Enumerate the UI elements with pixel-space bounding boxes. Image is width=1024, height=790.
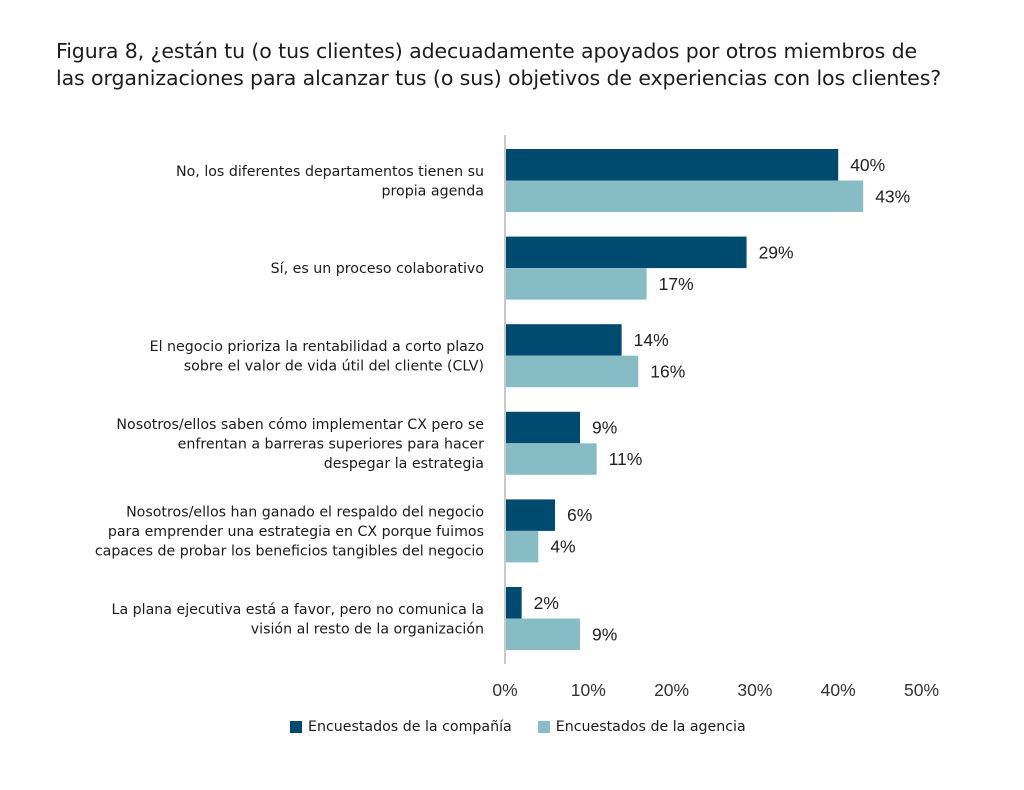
x-tick-label-30: 30% — [737, 680, 772, 700]
category-labels: No, los diferentes departamentos tienen … — [95, 164, 484, 638]
value-label-company-1: 29% — [759, 242, 794, 262]
category-label-2-line-1: sobre el valor de vida útil del cliente … — [184, 358, 484, 374]
bar-company-4 — [505, 499, 555, 531]
bar-agency-1 — [505, 268, 647, 300]
legend-label-company: Encuestados de la compañía — [308, 719, 512, 735]
value-label-company-3: 9% — [592, 418, 617, 438]
category-label-5-line-0: La plana ejecutiva está a favor, pero no… — [112, 602, 484, 618]
value-label-agency-2: 16% — [650, 361, 685, 381]
value-label-company-4: 6% — [567, 505, 592, 525]
value-label-company-0: 40% — [850, 155, 885, 175]
value-label-agency-1: 17% — [659, 274, 694, 294]
bar-agency-2 — [505, 355, 639, 388]
legend-label-agency: Encuestados de la agencia — [555, 719, 746, 735]
legend-item-agency: Encuestados de la agencia — [537, 719, 746, 735]
bars-group — [505, 149, 864, 650]
legend-swatch-company — [290, 721, 302, 733]
bar-agency-4 — [505, 530, 539, 563]
category-label-3-line-0: Nosotros/ellos saben cómo implementar CX… — [116, 417, 484, 433]
bar-agency-5 — [505, 618, 580, 650]
bar-company-5 — [505, 587, 522, 619]
bar-agency-0 — [505, 180, 864, 212]
value-label-company-2: 14% — [634, 330, 669, 350]
x-tick-label-0: 0% — [492, 680, 517, 700]
chart-title-line-1: Figura 8, ¿están tu (o tus clientes) ade… — [56, 39, 917, 63]
bar-agency-3 — [505, 443, 597, 475]
category-label-5-line-1: visión al resto de la organización — [251, 621, 484, 637]
category-label-1-line-0: Sí, es un proceso colaborativo — [271, 261, 484, 277]
value-label-agency-5: 9% — [592, 624, 617, 644]
x-tick-label-50: 50% — [904, 680, 939, 700]
value-label-company-5: 2% — [534, 593, 559, 613]
category-label-3-line-1: enfrentan a barreras superiores para hac… — [178, 436, 485, 452]
category-label-4-line-2: capaces de probar los beneficios tangibl… — [95, 543, 484, 559]
value-labels: 40% 43% 29% 17% 14% 16% 9% 11% 6% 4% 2% 9% — [534, 155, 911, 645]
bar-company-2 — [505, 324, 622, 356]
x-axis-ticks: 0% 10% 20% 30% 40% 50% — [492, 680, 939, 700]
chart-title-line-2: las organizaciones para alcanzar tus (o … — [56, 66, 942, 90]
category-label-2-line-0: El negocio prioriza la rentabilidad a co… — [150, 339, 484, 355]
legend-swatch-agency — [537, 721, 550, 733]
bar-company-0 — [505, 149, 839, 181]
bar-company-3 — [505, 411, 580, 444]
category-label-0-line-0: No, los diferentes departamentos tienen … — [176, 164, 484, 180]
category-label-4-line-0: Nosotros/ellos han ganado el respaldo de… — [126, 504, 484, 520]
chart-title: Figura 8, ¿están tu (o tus clientes) ade… — [56, 38, 996, 92]
x-tick-label-40: 40% — [821, 680, 856, 700]
category-label-0-line-1: propia agenda — [382, 183, 484, 199]
category-label-3-line-2: despegar la estrategia — [324, 456, 484, 472]
value-label-agency-4: 4% — [550, 537, 575, 557]
x-tick-label-10: 10% — [571, 680, 606, 700]
legend: Encuestados de la compañía Encuestados d… — [290, 719, 746, 735]
value-label-agency-3: 11% — [609, 449, 643, 469]
category-label-4-line-1: para emprender una estrategia en CX porq… — [108, 524, 484, 540]
bar-company-1 — [505, 236, 747, 269]
x-tick-label-20: 20% — [654, 680, 689, 700]
value-label-agency-0: 43% — [875, 186, 910, 206]
legend-item-company: Encuestados de la compañía — [290, 719, 512, 735]
